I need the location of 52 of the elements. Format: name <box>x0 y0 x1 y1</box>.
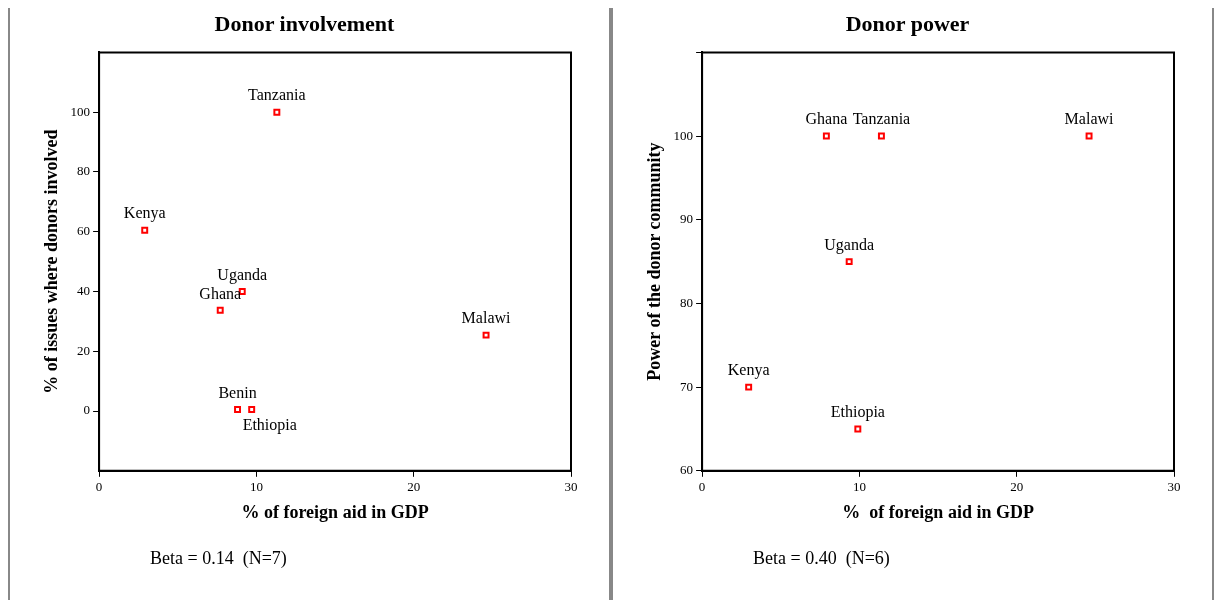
annotation: Ghana <box>199 284 242 302</box>
annotation: Ethiopia <box>830 403 885 422</box>
y-tick-label: 80 <box>680 294 694 310</box>
text: Beta = 0.14 (N=7) <box>150 548 288 569</box>
point <box>1085 132 1093 140</box>
point <box>273 108 281 116</box>
annotation: Malawi <box>1064 110 1115 128</box>
point <box>845 258 853 266</box>
x-axis-title: % of foreign aid in GDP <box>842 501 1034 522</box>
chart-title: Donor power <box>845 10 970 36</box>
point <box>822 132 830 140</box>
y-tick-label: 40 <box>77 282 91 298</box>
point <box>877 132 885 140</box>
annotation: Tanzania <box>852 110 911 128</box>
x-tick-label: 30 <box>1167 479 1181 495</box>
point <box>248 406 256 414</box>
annotation: Kenya <box>727 361 770 380</box>
x-axis-title: % of foreign aid in GDP <box>241 501 429 522</box>
annotation: Malawi <box>461 309 512 327</box>
text: Beta = 0.40 (N=6) <box>753 548 891 569</box>
chart-title: Donor involvement <box>214 10 396 36</box>
annotation: Ethiopia <box>242 415 297 434</box>
point <box>482 331 490 339</box>
point <box>216 306 224 314</box>
y-tick-label: 100 <box>70 103 91 119</box>
annotation: Benin <box>218 383 257 401</box>
y-tick-label: 60 <box>77 223 91 239</box>
annotation: Kenya <box>123 204 166 223</box>
y-tick-label: 70 <box>680 378 694 394</box>
x-tick-label: 20 <box>1010 479 1024 495</box>
x-tick-label: 0 <box>698 479 706 495</box>
y-tick-label: 60 <box>680 462 694 478</box>
x-tick-label: 10 <box>852 479 866 495</box>
y-axis-title: % of issues where donors involved <box>41 129 62 394</box>
y-tick-label: 100 <box>673 127 694 143</box>
point <box>234 406 241 414</box>
y-axis-title: Power of the donor community <box>644 142 665 381</box>
point <box>854 425 862 433</box>
annotation: Ghana <box>805 110 848 128</box>
annotation: Uganda <box>824 235 875 254</box>
annotation: Uganda <box>217 265 268 284</box>
y-tick-label: 20 <box>77 342 91 358</box>
y-tick-label: 0 <box>83 402 91 418</box>
annotation: Tanzania <box>248 86 306 104</box>
x-tick-label: 30 <box>564 479 578 495</box>
y-tick-label: 80 <box>77 163 91 179</box>
x-tick-label: 20 <box>407 479 421 495</box>
y-tick-label: 90 <box>680 211 694 227</box>
x-tick-label: 0 <box>95 479 103 495</box>
point <box>141 226 149 234</box>
point <box>745 383 753 391</box>
x-tick-label: 10 <box>249 479 263 495</box>
